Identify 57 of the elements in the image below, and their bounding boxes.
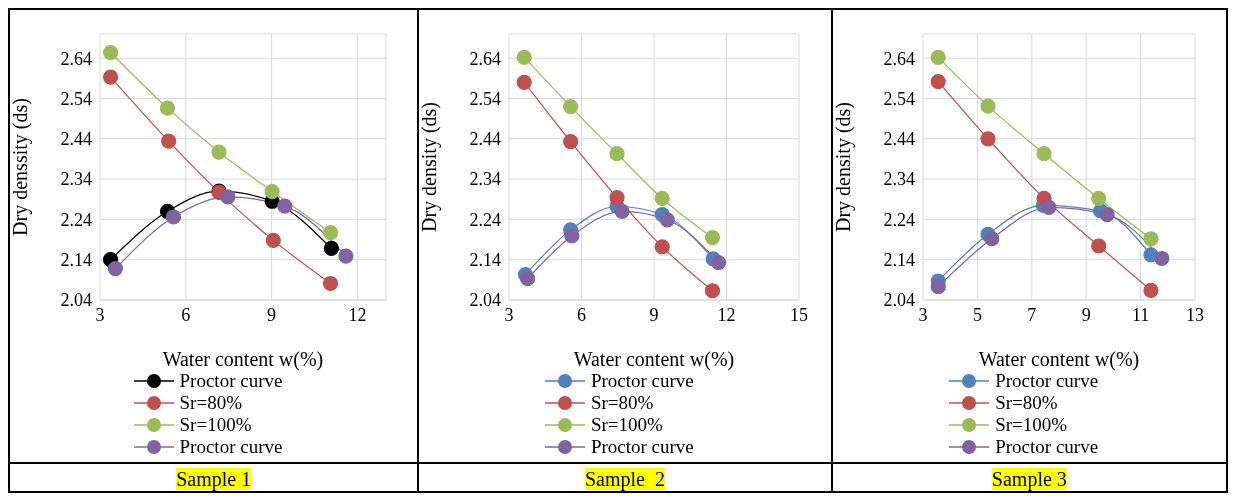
x-tick-label: 6 xyxy=(181,304,191,325)
y-tick-label: 2.24 xyxy=(60,209,92,230)
y-tick-label: 2.14 xyxy=(883,250,915,271)
x-tick-label: 6 xyxy=(577,304,587,325)
x-tick-label: 13 xyxy=(1185,304,1204,325)
legend-label: Sr=80% xyxy=(995,392,1058,414)
legend-label: Sr=100% xyxy=(995,414,1068,436)
y-tick-label: 2.14 xyxy=(469,250,502,271)
x-tick-label: 9 xyxy=(267,304,277,325)
y-axis-title: Dry denssity (ds) xyxy=(9,98,33,236)
x-tick-label: 3 xyxy=(95,304,105,325)
x-axis-title: Water content w(%) xyxy=(574,348,735,371)
legend-label: Sr=80% xyxy=(179,392,242,414)
text: Sample 1 xyxy=(176,468,252,490)
y-tick-label: 2.24 xyxy=(883,209,915,230)
text: Sample 3 xyxy=(991,468,1067,490)
y-tick-label: 2.34 xyxy=(883,169,915,190)
y-tick-label: 2.44 xyxy=(469,129,502,150)
text: Sample 2 xyxy=(584,468,665,490)
legend-label: Sr=80% xyxy=(590,392,654,414)
legend-label: Proctor curve xyxy=(995,370,1099,392)
y-tick-label: 2.04 xyxy=(469,290,502,311)
y-tick-label: 2.14 xyxy=(60,250,92,271)
y-tick-label: 2.54 xyxy=(60,88,92,109)
y-tick-label: 2.54 xyxy=(883,88,915,109)
x-tick-label: 12 xyxy=(348,304,367,325)
legend-label: Proctor curve xyxy=(995,436,1099,458)
x-tick-label: 9 xyxy=(1081,304,1091,325)
legend-label: Proctor curve xyxy=(590,370,694,392)
y-tick-label: 2.34 xyxy=(469,169,502,190)
x-tick-label: 11 xyxy=(1131,304,1149,325)
x-tick-label: 3 xyxy=(918,304,928,325)
x-axis-title: Water content w(%) xyxy=(978,348,1139,371)
legend-label: Sr=100% xyxy=(590,414,663,436)
y-tick-label: 2.24 xyxy=(469,209,502,230)
y-tick-label: 2.54 xyxy=(469,88,502,109)
x-tick-label: 15 xyxy=(790,304,809,325)
y-tick-label: 2.04 xyxy=(60,290,92,311)
y-axis-title: Dry density (ds) xyxy=(831,102,855,232)
y-tick-label: 2.64 xyxy=(883,48,915,69)
x-tick-label: 9 xyxy=(649,304,659,325)
x-tick-label: 12 xyxy=(717,304,736,325)
y-tick-label: 2.64 xyxy=(60,48,92,69)
legend-label: Sr=100% xyxy=(179,414,252,436)
legend-label: Proctor curve xyxy=(179,370,283,392)
x-tick-label: 7 xyxy=(1026,304,1036,325)
x-tick-label: 5 xyxy=(972,304,982,325)
y-tick-label: 2.64 xyxy=(469,48,502,69)
x-axis-title: Water content w(%) xyxy=(162,348,324,371)
y-tick-label: 2.44 xyxy=(60,129,92,150)
y-tick-label: 2.34 xyxy=(60,169,92,190)
legend-label: Proctor curve xyxy=(590,436,694,458)
y-tick-label: 2.44 xyxy=(883,129,915,150)
y-axis-title: Dry density (ds) xyxy=(418,102,442,232)
legend-label: Proctor curve xyxy=(179,436,283,458)
x-tick-label: 3 xyxy=(504,304,514,325)
y-tick-label: 2.04 xyxy=(883,290,915,311)
